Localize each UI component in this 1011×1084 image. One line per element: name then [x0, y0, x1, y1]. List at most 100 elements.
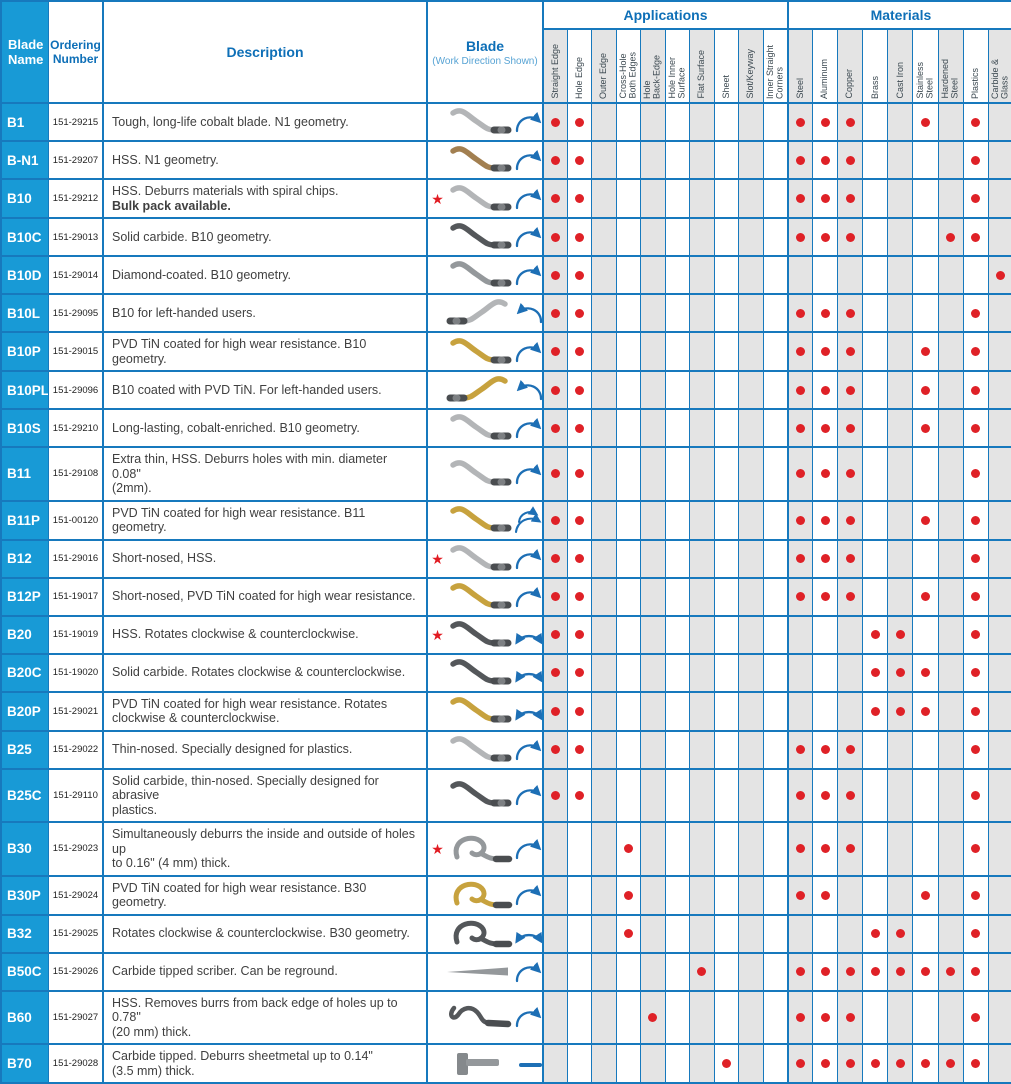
- material-dot-cell: [862, 913, 888, 952]
- application-dot-cell: [542, 729, 567, 768]
- material-dot-cell: [912, 989, 938, 1043]
- material-column-header: Plastics: [962, 28, 988, 102]
- application-dot-cell: [664, 178, 689, 217]
- application-dot-cell: [689, 821, 714, 875]
- blade-photo-slot: [444, 457, 514, 491]
- red-dot: [971, 194, 981, 203]
- application-dot-cell: [738, 370, 763, 408]
- application-dot-cell: [615, 499, 640, 539]
- material-dot-cell: [787, 576, 813, 615]
- red-dot: [820, 232, 830, 242]
- application-dot-cell: [689, 408, 714, 446]
- material-dot-cell: [987, 913, 1011, 952]
- ordering-number: 151-29016: [52, 553, 99, 564]
- application-dot-cell: [542, 499, 567, 539]
- counterclockwise-arrow-icon: [516, 380, 543, 401]
- blade-image-cell: [426, 874, 542, 914]
- description-cell: Short-nosed, PVD TiN coated for high wea…: [102, 576, 426, 615]
- work-direction-slot: [514, 781, 544, 809]
- material-dot-cell: [987, 821, 1011, 875]
- material-dot-cell: [987, 1043, 1011, 1082]
- material-dot-cell: [887, 408, 913, 446]
- application-dot-cell: [713, 178, 738, 217]
- material-dot-cell: [812, 255, 838, 293]
- application-dot-cell: [713, 989, 738, 1043]
- red-dot: [820, 592, 830, 601]
- blade-image-cell: [426, 690, 543, 730]
- both-directions-arrow-icon: [515, 632, 543, 645]
- star-icon: ★: [431, 626, 444, 643]
- blade-photo-slot: [444, 1000, 514, 1034]
- material-dot-cell: [887, 576, 913, 615]
- header-blade-title: Blade: [465, 37, 505, 54]
- clockwise-arrow-icon: [515, 463, 542, 484]
- red-dot: [971, 1059, 981, 1068]
- blade-photo-slot: [444, 258, 514, 292]
- material-dot-cell: [912, 821, 938, 875]
- red-dot: [550, 155, 560, 165]
- ordering-number: 151-29210: [52, 422, 99, 434]
- application-dot-cell: [713, 499, 738, 539]
- application-dot-cell: [762, 1043, 787, 1082]
- star-slot: ★: [431, 628, 444, 642]
- red-dot: [550, 592, 560, 601]
- material-dot-cell: [987, 293, 1011, 331]
- application-dot-cell: [762, 690, 787, 730]
- description-text: PVD TiN coated for high wear resistance.…: [112, 696, 388, 726]
- application-dot-cell: [738, 821, 763, 875]
- material-dot-cell: [887, 874, 913, 914]
- red-dot: [796, 469, 806, 479]
- red-dot: [796, 592, 806, 601]
- material-dot-cell: [962, 293, 988, 331]
- application-dot-cell: [664, 874, 689, 914]
- blade-name: B10L: [7, 305, 41, 321]
- application-dot-cell: [713, 690, 738, 730]
- material-dot-cell: [862, 652, 888, 691]
- application-column-label: Inner Straight Corners: [764, 44, 785, 99]
- material-dot-cell: [787, 331, 813, 370]
- star-icon: ★: [431, 840, 444, 857]
- description-cell: Diamond-coated. B10 geometry.: [102, 255, 426, 293]
- application-dot-cell: [640, 951, 665, 990]
- blade-image-cell: [426, 729, 542, 768]
- material-dot-cell: [937, 178, 963, 217]
- blade-name-cell: B10P: [2, 331, 48, 370]
- application-dot-cell: [591, 102, 616, 140]
- application-dot-cell: [664, 951, 689, 990]
- red-dot: [796, 194, 806, 203]
- application-dot-cell: [640, 690, 665, 730]
- application-column-label: Hole Back-Edge: [642, 54, 662, 99]
- red-dot: [820, 890, 830, 900]
- material-dot-cell: [837, 102, 863, 140]
- application-dot-cell: [738, 446, 763, 500]
- application-dot-cell: [664, 767, 689, 821]
- star-icon: ★: [431, 190, 444, 207]
- material-dot-cell: [862, 255, 888, 293]
- red-dot: [550, 347, 560, 356]
- red-dot: [648, 1012, 658, 1022]
- material-dot-cell: [987, 576, 1011, 615]
- material-dot-cell: [887, 989, 913, 1043]
- application-dot-cell: [542, 370, 567, 408]
- blade-photo: [450, 781, 512, 807]
- material-dot-cell: [912, 690, 938, 730]
- material-column-label: Plastics: [969, 67, 980, 99]
- application-dot-cell: [591, 499, 616, 539]
- work-direction-slot: [514, 414, 544, 442]
- red-dot: [921, 423, 931, 433]
- blade-photo: [447, 967, 508, 975]
- ordering-number: 151-29027: [52, 1011, 99, 1023]
- blade-name-cell: B20C: [2, 652, 48, 691]
- blade-name-cell: B11P: [2, 499, 48, 539]
- blade-photo-slot: [444, 832, 514, 866]
- material-column-label: Copper: [844, 69, 855, 99]
- header-blade-subtitle: (Work Direction Shown): [432, 55, 538, 67]
- ordering-number-cell: 151-29016: [48, 538, 102, 577]
- application-dot-cell: [566, 576, 591, 615]
- red-dot: [845, 592, 855, 601]
- application-dot-cell: [762, 951, 787, 990]
- application-dot-cell: [762, 874, 787, 914]
- material-dot-cell: [912, 1043, 938, 1082]
- red-dot: [971, 1012, 981, 1022]
- ordering-number: 151-29212: [52, 193, 99, 204]
